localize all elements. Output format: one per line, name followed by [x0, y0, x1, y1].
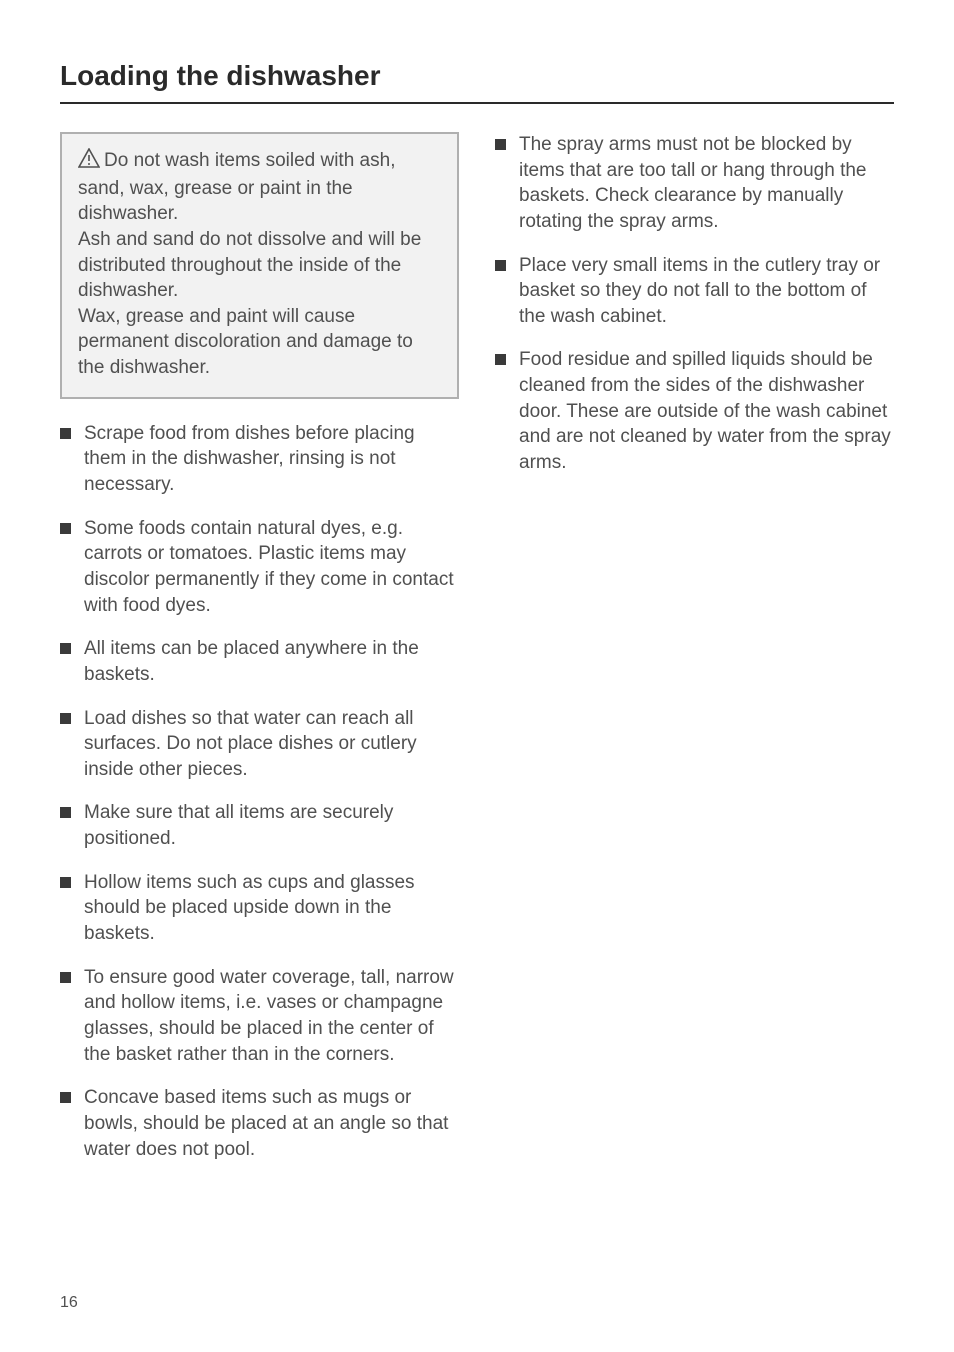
- list-item: Place very small items in the cutlery tr…: [495, 253, 894, 330]
- list-item: The spray arms must not be blocked by it…: [495, 132, 894, 235]
- warning-line-2: Ash and sand do not dissolve and will be…: [78, 229, 421, 301]
- warning-line-3: Wax, grease and paint will cause permane…: [78, 306, 413, 378]
- list-item: Hollow items such as cups and glasses sh…: [60, 870, 459, 947]
- right-bullet-list: The spray arms must not be blocked by it…: [495, 132, 894, 476]
- list-item: Food residue and spilled liquids should …: [495, 347, 894, 475]
- list-item: All items can be placed anywhere in the …: [60, 636, 459, 687]
- list-item: Scrape food from dishes before placing t…: [60, 421, 459, 498]
- content-columns: Do not wash items soiled with ash, sand,…: [60, 132, 894, 1180]
- list-item: Load dishes so that water can reach all …: [60, 706, 459, 783]
- page-title: Loading the dishwasher: [60, 60, 894, 104]
- list-item: Concave based items such as mugs or bowl…: [60, 1085, 459, 1162]
- left-column: Do not wash items soiled with ash, sand,…: [60, 132, 459, 1180]
- page-number: 16: [60, 1294, 78, 1312]
- left-bullet-list: Scrape food from dishes before placing t…: [60, 421, 459, 1162]
- warning-icon: [78, 148, 100, 176]
- warning-paragraph: Do not wash items soiled with ash, sand,…: [78, 148, 441, 381]
- list-item: To ensure good water coverage, tall, nar…: [60, 965, 459, 1068]
- list-item: Make sure that all items are securely po…: [60, 800, 459, 851]
- list-item: Some foods contain natural dyes, e.g. ca…: [60, 516, 459, 619]
- warning-box: Do not wash items soiled with ash, sand,…: [60, 132, 459, 399]
- warning-line-1: Do not wash items soiled with ash, sand,…: [78, 150, 395, 224]
- right-column: The spray arms must not be blocked by it…: [495, 132, 894, 1180]
